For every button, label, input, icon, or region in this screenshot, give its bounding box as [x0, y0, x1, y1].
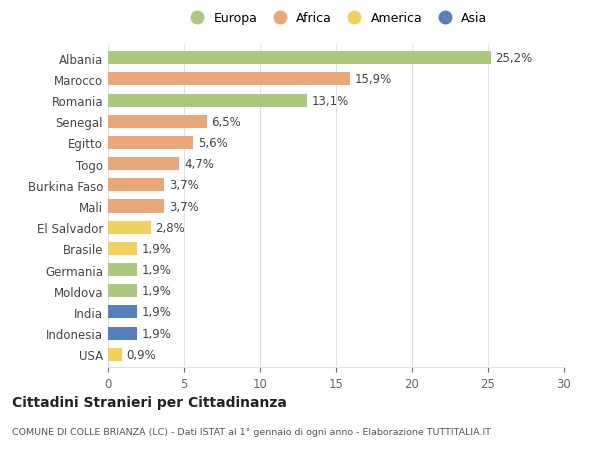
Bar — [108, 158, 179, 171]
Bar — [108, 52, 491, 65]
Bar — [108, 200, 164, 213]
Bar — [108, 221, 151, 234]
Text: 1,9%: 1,9% — [142, 263, 172, 276]
Text: 1,9%: 1,9% — [142, 285, 172, 297]
Bar — [108, 137, 193, 150]
Text: 1,9%: 1,9% — [142, 327, 172, 340]
Bar — [108, 116, 207, 129]
Text: 25,2%: 25,2% — [496, 52, 533, 65]
Bar — [108, 327, 137, 340]
Bar — [108, 94, 307, 107]
Bar — [108, 242, 137, 255]
Text: 4,7%: 4,7% — [184, 158, 214, 171]
Bar — [108, 179, 164, 192]
Text: 2,8%: 2,8% — [155, 221, 185, 234]
Text: COMUNE DI COLLE BRIANZA (LC) - Dati ISTAT al 1° gennaio di ogni anno - Elaborazi: COMUNE DI COLLE BRIANZA (LC) - Dati ISTA… — [12, 427, 491, 436]
Text: 3,7%: 3,7% — [169, 200, 199, 213]
Text: 13,1%: 13,1% — [311, 95, 349, 107]
Text: 1,9%: 1,9% — [142, 242, 172, 255]
Text: Cittadini Stranieri per Cittadinanza: Cittadini Stranieri per Cittadinanza — [12, 395, 287, 409]
Text: 5,6%: 5,6% — [197, 137, 227, 150]
Bar — [108, 73, 350, 86]
Bar — [108, 348, 122, 361]
Text: 6,5%: 6,5% — [211, 116, 241, 129]
Text: 15,9%: 15,9% — [354, 73, 391, 86]
Text: 1,9%: 1,9% — [142, 306, 172, 319]
Text: 0,9%: 0,9% — [126, 348, 156, 361]
Bar — [108, 263, 137, 276]
Bar — [108, 285, 137, 297]
Bar — [108, 306, 137, 319]
Legend: Europa, Africa, America, Asia: Europa, Africa, America, Asia — [179, 7, 493, 30]
Text: 3,7%: 3,7% — [169, 179, 199, 192]
